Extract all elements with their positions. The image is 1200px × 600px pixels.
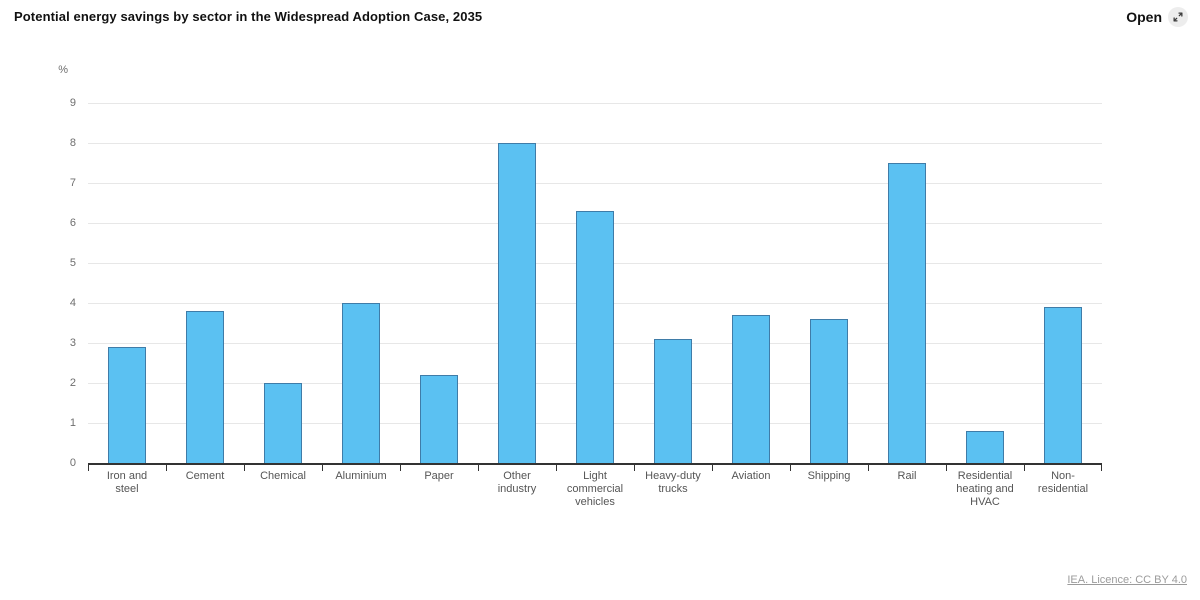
bar-series: [88, 103, 1102, 463]
x-axis-tick: [165, 465, 167, 471]
category-slot: [400, 103, 478, 463]
bar-chemical[interactable]: [264, 383, 302, 463]
y-tick-label: 6: [69, 217, 76, 229]
plot-area: [88, 103, 1102, 471]
x-tick-label: Other industry: [497, 470, 537, 495]
gridline: [88, 103, 1102, 104]
category-slot: [712, 103, 790, 463]
x-tick-label: Chemical: [260, 470, 306, 482]
x-tick-label: Paper: [424, 470, 454, 482]
category-slot: [244, 103, 322, 463]
x-axis-tick: [946, 465, 947, 471]
x-axis-tick: [399, 465, 401, 471]
bar-heavy-duty-trucks[interactable]: [654, 339, 692, 463]
category-slot: [634, 103, 712, 463]
y-tick-label: 3: [69, 337, 76, 349]
category-slot: [946, 103, 1024, 463]
gridline: [88, 143, 1102, 144]
bar-cement[interactable]: [186, 311, 224, 463]
x-tick-label: Aviation: [731, 470, 771, 482]
x-axis-tick: [789, 465, 791, 471]
x-axis-tick: [322, 465, 323, 471]
x-axis-labels: Iron and steel Cement Chemical Aluminium Pap…: [88, 470, 1102, 509]
bar-rail[interactable]: [888, 163, 926, 463]
chart-title: Potential energy savings by sector in th…: [14, 9, 483, 24]
open-button-label[interactable]: Open: [1126, 9, 1162, 25]
category-slot: [322, 103, 400, 463]
x-axis-tick: [711, 465, 713, 471]
bar-paper[interactable]: [420, 375, 458, 463]
category-slot: [1024, 103, 1102, 463]
bar-other-industry[interactable]: [498, 143, 536, 463]
x-tick-label: Light commercial vehicles: [566, 470, 624, 508]
bar-shipping[interactable]: [810, 319, 848, 463]
x-axis-tick: [556, 465, 557, 471]
x-tick-label: Residential heating and HVAC: [956, 470, 1014, 508]
x-tick-label: Iron and steel: [106, 470, 148, 495]
y-tick-label: 2: [69, 377, 76, 389]
y-tick-label: 5: [69, 257, 76, 269]
category-slot: [166, 103, 244, 463]
y-tick-label: 1: [69, 417, 76, 429]
category-slot: [556, 103, 634, 463]
x-axis-tick: [1101, 465, 1102, 471]
y-tick-label: 0: [69, 457, 76, 469]
category-slot: [478, 103, 556, 463]
category-slot: [790, 103, 868, 463]
x-axis-tick: [243, 465, 245, 471]
licence-link[interactable]: IEA. Licence: CC BY 4.0: [1067, 574, 1187, 586]
bar-aviation[interactable]: [732, 315, 770, 463]
y-tick-label: 4: [69, 297, 76, 309]
x-tick-label: Non-residential: [1037, 470, 1089, 495]
bar-light-commercial-vehicles[interactable]: [576, 211, 614, 463]
x-tick-label: Shipping: [807, 470, 851, 482]
bar-aluminium[interactable]: [342, 303, 380, 463]
y-axis-unit-label: %: [58, 64, 68, 76]
category-slot: [88, 103, 166, 463]
y-tick-label: 7: [69, 177, 76, 189]
x-axis-tick: [868, 465, 869, 471]
gridline: [88, 183, 1102, 184]
x-tick-label: Aluminium: [335, 470, 387, 482]
bar-iron-and-steel[interactable]: [108, 347, 146, 463]
category-slot: [868, 103, 946, 463]
x-axis-tick: [633, 465, 635, 471]
expand-arrows-icon[interactable]: [1168, 7, 1188, 27]
y-tick-label: 9: [69, 97, 76, 109]
x-tick-label: Rail: [897, 470, 917, 482]
bar-non-residential[interactable]: [1044, 307, 1082, 463]
open-button[interactable]: Open: [1126, 7, 1188, 27]
bar-residential-heating-and-hvac[interactable]: [966, 431, 1004, 463]
y-tick-label: 8: [69, 137, 76, 149]
x-tick-label: Cement: [185, 470, 225, 482]
x-axis-tick: [1024, 465, 1025, 471]
x-axis-tick: [88, 465, 89, 471]
x-axis-tick: [478, 465, 479, 471]
x-tick-label: Heavy-duty trucks: [645, 470, 701, 495]
